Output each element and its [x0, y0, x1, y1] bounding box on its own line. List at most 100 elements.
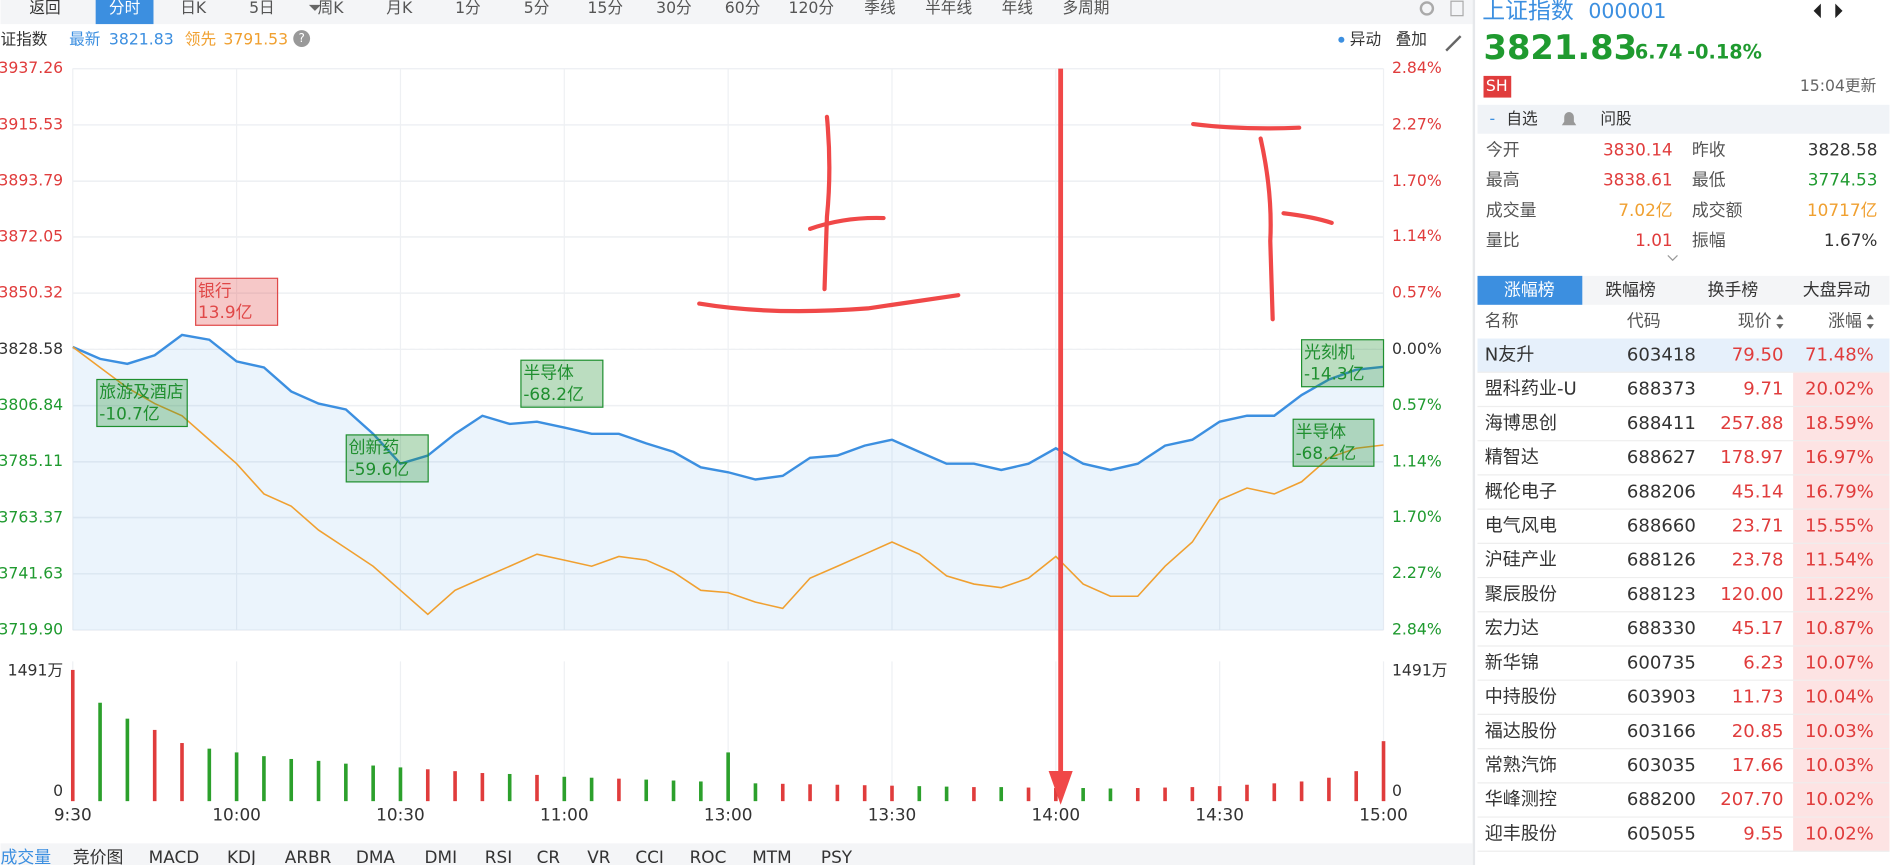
row-selected: [1477, 338, 1890, 373]
quote-change: -6.74: [1627, 41, 1683, 64]
action[interactable]: 叠加: [1396, 29, 1427, 48]
x-tick-label: 10:00: [212, 805, 261, 825]
action-bar: [1477, 104, 1890, 134]
pct-bg: [1793, 372, 1890, 407]
quote-action[interactable]: 自选: [1506, 109, 1538, 128]
y-tick-label: 3872.05: [0, 227, 63, 246]
tab[interactable]: 分时: [109, 0, 141, 17]
volume-bar: [152, 729, 157, 802]
column-header[interactable]: 代码: [1627, 311, 1661, 331]
y2-tick-label: 0.57%: [1392, 395, 1442, 414]
y-tick-label: 3785.11: [0, 451, 63, 470]
cell: 45.14: [1732, 481, 1784, 502]
indicator-tab[interactable]: ARBR: [285, 847, 332, 865]
indicator-tab[interactable]: MTM: [752, 847, 791, 865]
column-header[interactable]: 现价: [1738, 311, 1772, 331]
cell: 常熟汽饰: [1485, 755, 1557, 776]
tab[interactable]: 半年线: [925, 0, 972, 17]
cell: 15.55%: [1805, 515, 1874, 536]
cell: 宏力达: [1485, 618, 1539, 639]
tab[interactable]: 多周期: [1062, 0, 1109, 17]
indicator-tab[interactable]: KDJ: [227, 847, 256, 865]
volume-bar: [1299, 781, 1304, 802]
back[interactable]: 返回: [29, 0, 60, 17]
cell: 688206: [1627, 481, 1696, 502]
volume-bar: [726, 752, 730, 802]
tab[interactable]: 15分: [587, 0, 623, 17]
tab[interactable]: 季线: [864, 0, 896, 17]
help-icon[interactable]: [293, 30, 311, 47]
indicator-tab[interactable]: VR: [587, 847, 611, 865]
market: SH: [1486, 76, 1508, 95]
y2-tick-label: 1.14%: [1392, 452, 1442, 471]
tab[interactable]: 60分: [725, 0, 761, 17]
tab[interactable]: 120分: [789, 0, 835, 17]
column-header[interactable]: 名称: [1485, 311, 1519, 331]
tab[interactable]: 月K: [386, 0, 413, 17]
layout-icon[interactable]: [1450, 0, 1464, 17]
volume-bar: [972, 787, 976, 802]
tab[interactable]: 周K: [318, 0, 345, 17]
brush-icon[interactable]: [1445, 35, 1462, 52]
indicator-tab[interactable]: PSY: [821, 847, 853, 865]
volume-bar: [780, 783, 785, 802]
rank-tab[interactable]: 涨幅榜: [1504, 279, 1555, 299]
indicator-tab[interactable]: MACD: [149, 847, 200, 865]
volume-bar: [1245, 784, 1249, 802]
indicator-tab[interactable]: RSI: [485, 847, 512, 865]
indicator-tab[interactable]: CCI: [635, 847, 664, 865]
cell: 10.02%: [1805, 789, 1874, 810]
stat-label: 今开: [1486, 140, 1520, 160]
volume-bar: [1354, 771, 1359, 802]
cell: 23.78: [1732, 550, 1784, 571]
rank-tab[interactable]: 换手榜: [1708, 279, 1759, 299]
cell: 79.50: [1732, 344, 1784, 365]
expand-icon[interactable]: [1667, 254, 1678, 262]
column-header[interactable]: 涨幅: [1828, 311, 1862, 331]
volume-bar: [70, 669, 75, 802]
x-tick-label: 15:00: [1359, 805, 1408, 825]
tab[interactable]: 日K: [180, 0, 207, 17]
settings-icon[interactable]: [1419, 1, 1435, 16]
cell: 603903: [1627, 687, 1696, 708]
nav-arrows[interactable]: [1813, 3, 1843, 19]
cell: 120.00: [1720, 584, 1783, 605]
y-tick-label: 3893.79: [0, 170, 63, 189]
quote-price: 3821.83: [1484, 28, 1638, 67]
volume-bar: [1108, 788, 1113, 802]
rank-tab[interactable]: 大盘异动: [1803, 279, 1870, 299]
indicator-tab[interactable]: DMI: [425, 847, 458, 865]
help-text: ?: [298, 31, 304, 45]
cell: 10.03%: [1805, 755, 1874, 776]
volume-bar: [1217, 786, 1222, 802]
line: [72, 333, 1384, 481]
volume-bar: [234, 752, 239, 802]
cell: 9.71: [1743, 379, 1783, 400]
stat-label: 振幅: [1692, 230, 1726, 250]
quote-action[interactable]: 问股: [1600, 109, 1632, 128]
annotation-amount: -59.6亿: [349, 459, 409, 479]
action[interactable]: 异动: [1350, 29, 1381, 48]
tab[interactable]: 30分: [656, 0, 692, 17]
indicator-tab[interactable]: DMA: [356, 847, 396, 865]
volume-bar: [425, 769, 430, 802]
y-tick-label: 3719.90: [0, 620, 63, 639]
cell: 盟科药业-U: [1485, 379, 1577, 400]
bell-icon[interactable]: [1561, 112, 1577, 126]
indicator-tab[interactable]: CR: [537, 847, 561, 865]
volume-bar: [1190, 787, 1195, 802]
cell: 10.04%: [1805, 687, 1874, 708]
annotation-amount: -68.2亿: [523, 384, 583, 404]
volume-bar: [180, 743, 184, 802]
tab[interactable]: 年线: [1002, 0, 1034, 17]
x-tick-label: 14:00: [1032, 805, 1081, 825]
rank-tab[interactable]: 跌幅榜: [1605, 279, 1656, 299]
tab[interactable]: 1分: [455, 0, 481, 17]
indicator-tab[interactable]: ROC: [690, 847, 727, 865]
cell: 23.71: [1732, 515, 1784, 536]
indicator-tab[interactable]: 成交量: [0, 847, 51, 865]
tab[interactable]: 5日: [249, 0, 275, 17]
indicator-tab[interactable]: 竞价图: [73, 847, 124, 865]
tab[interactable]: 5分: [524, 0, 550, 17]
pct-bg: [1793, 509, 1890, 544]
